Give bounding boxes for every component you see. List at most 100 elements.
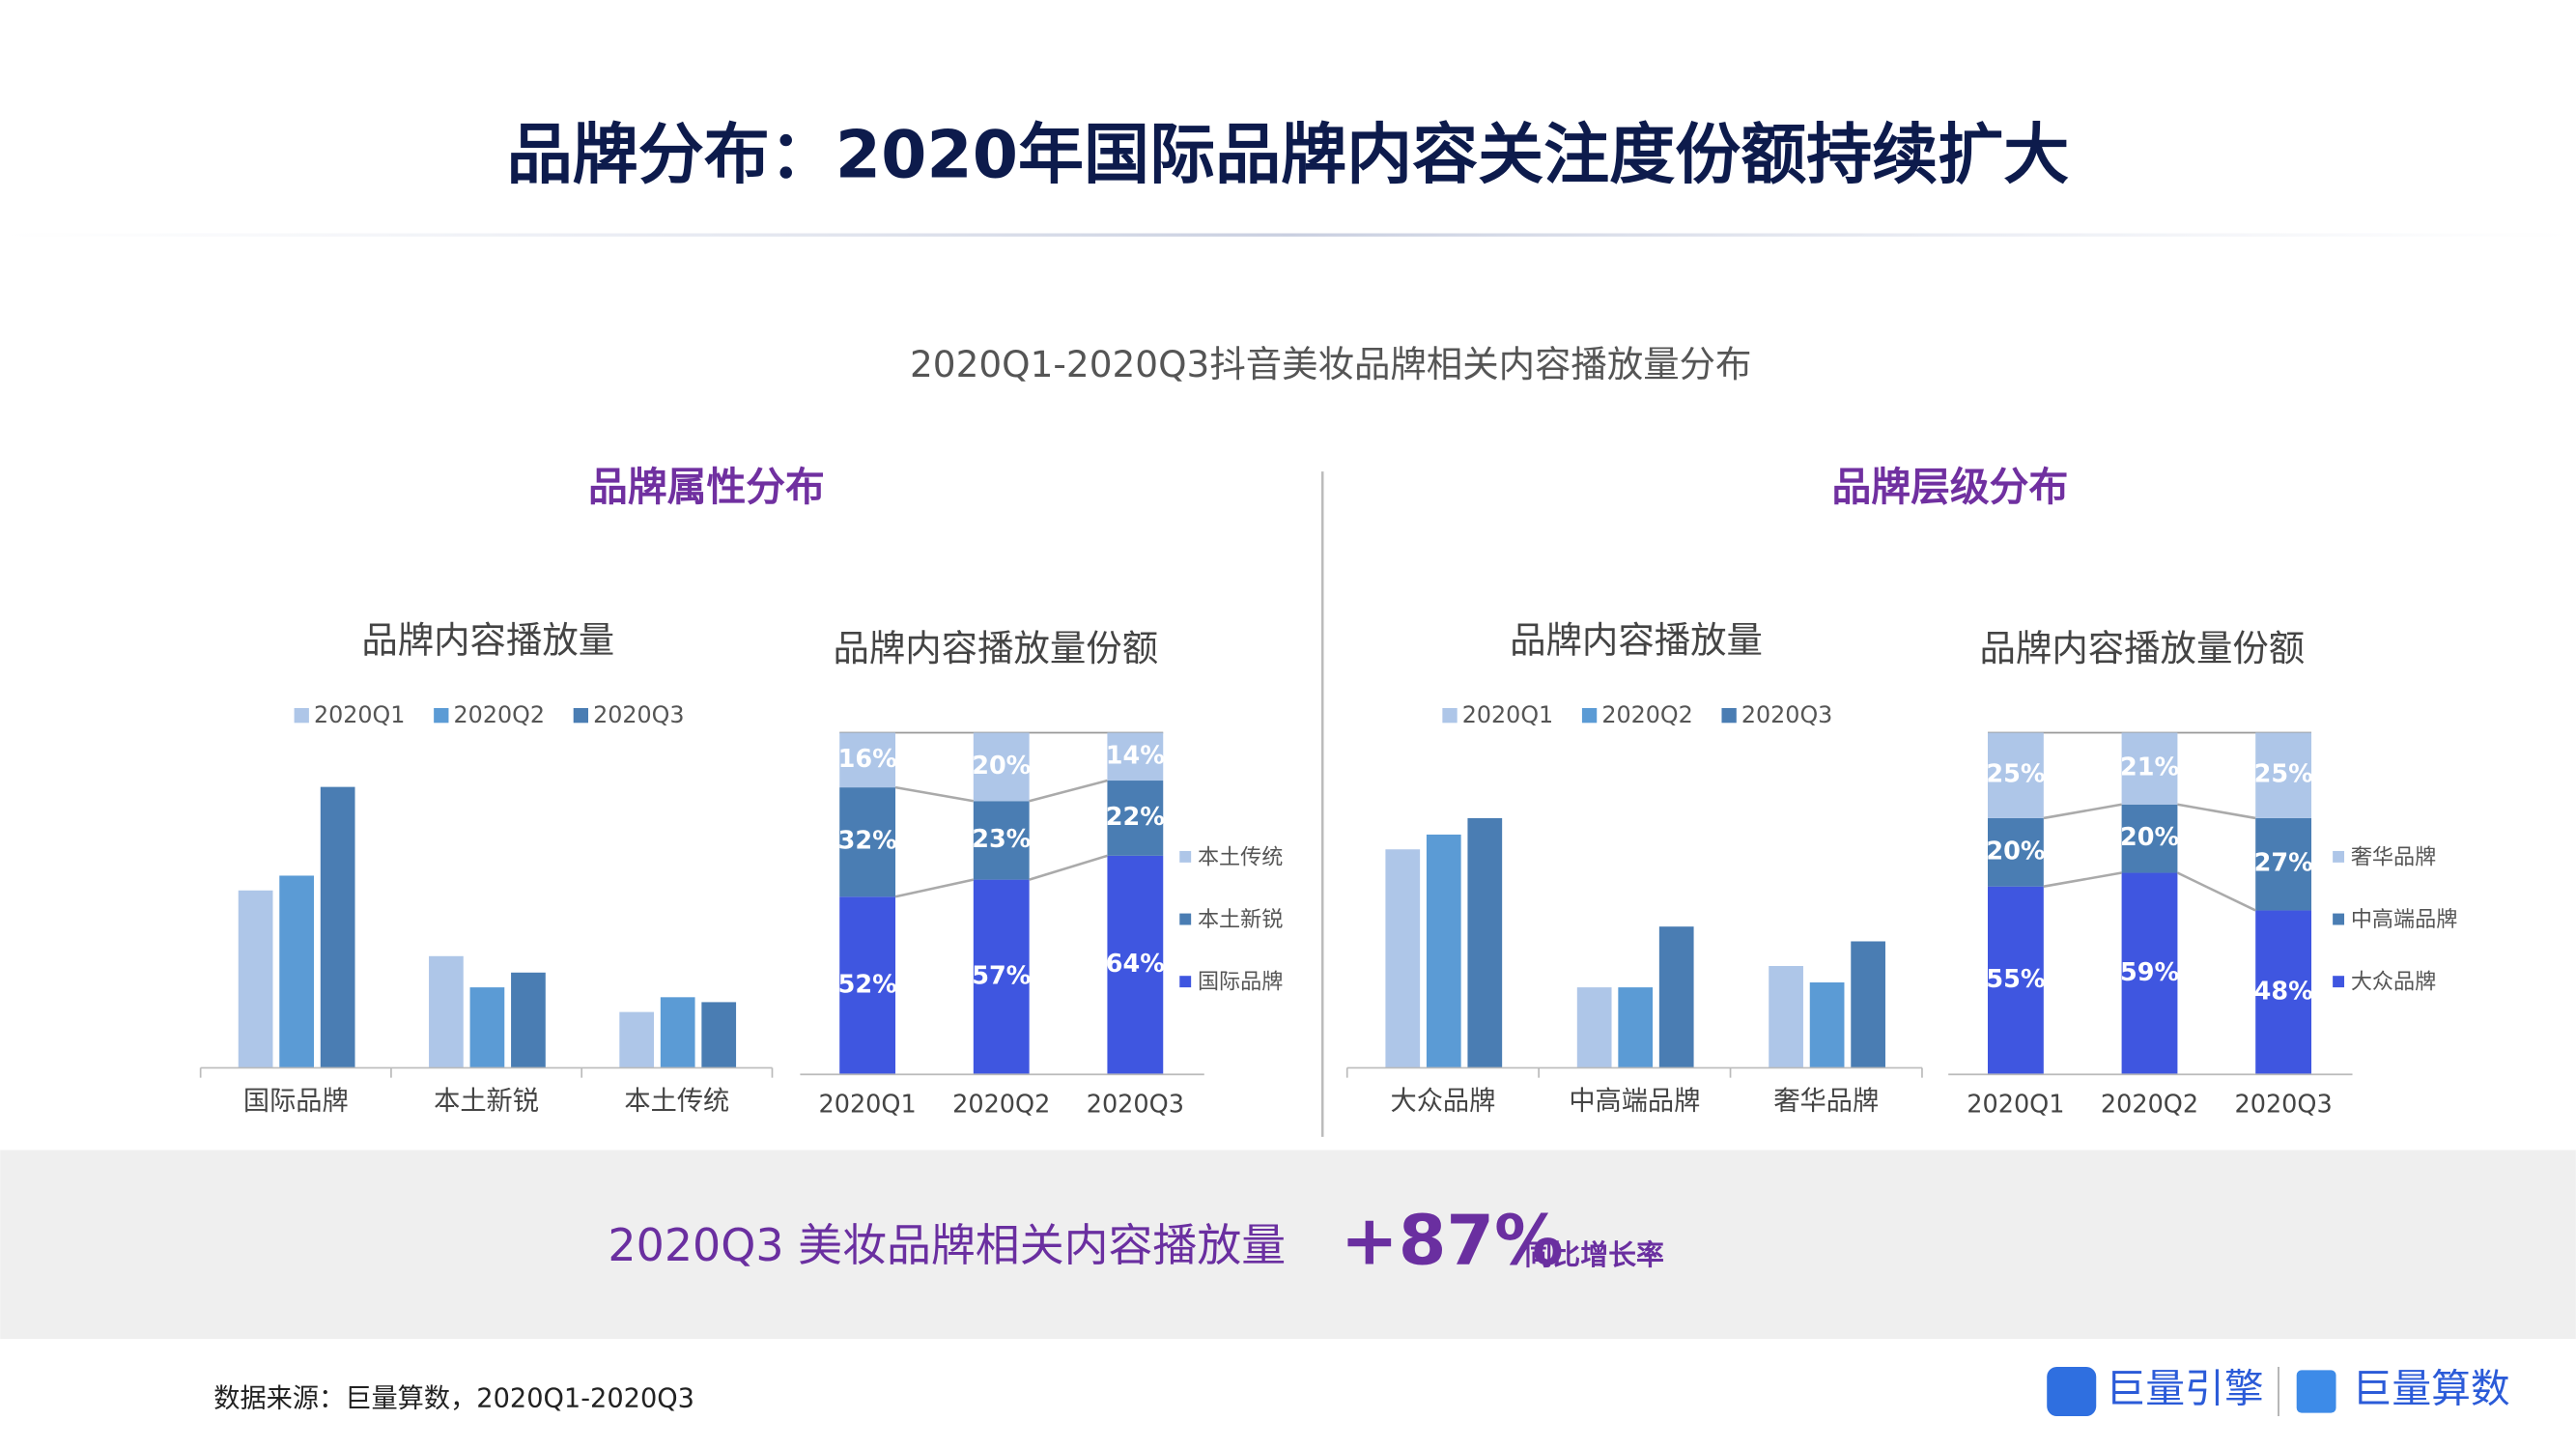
- bar: [619, 1011, 655, 1068]
- chart-title: 品牌内容播放量份额: [1980, 627, 2306, 669]
- connector: [2176, 871, 2256, 912]
- connector: [894, 785, 975, 803]
- data-label: 25%: [1986, 760, 2045, 789]
- bar: [469, 987, 505, 1068]
- bar-segment: [1107, 732, 1164, 781]
- data-label: 25%: [2254, 760, 2313, 789]
- chart-title: 品牌内容播放量份额: [833, 627, 1158, 669]
- x-tick-label: 奢华品牌: [1773, 1087, 1879, 1117]
- bar-segment: [973, 801, 1030, 880]
- bar: [1467, 817, 1503, 1068]
- bar-segment: [1987, 817, 2044, 887]
- data-label: 57%: [972, 961, 1031, 990]
- bar-segment: [839, 732, 896, 788]
- legend-swatch: [1442, 707, 1458, 724]
- bar-segment: [839, 787, 896, 897]
- x-tick-label: 2020Q3: [1087, 1091, 1184, 1120]
- data-label: 27%: [2254, 849, 2313, 878]
- bar: [1658, 926, 1694, 1068]
- bar: [1576, 987, 1612, 1068]
- bar: [1385, 849, 1421, 1068]
- connector: [2043, 803, 2122, 820]
- data-label: 55%: [1986, 965, 2045, 994]
- bar-segment: [973, 732, 1030, 802]
- legend-swatch: [1581, 707, 1598, 724]
- section-title: 品牌属性分布: [588, 464, 825, 510]
- legend-swatch: [1179, 976, 1192, 988]
- legend-label: 中高端品牌: [2351, 907, 2457, 932]
- legend-swatch: [1179, 850, 1192, 863]
- data-label: 48%: [2254, 977, 2313, 1006]
- x-tick-label: 2020Q2: [952, 1091, 1050, 1120]
- x-tick-label: 本土新锐: [434, 1087, 539, 1117]
- logo-icon: [2296, 1370, 2336, 1413]
- legend-swatch: [434, 707, 449, 724]
- data-label: 20%: [972, 752, 1031, 781]
- bar: [660, 997, 695, 1068]
- source-note: 数据来源：巨量算数，2020Q1-2020Q3: [213, 1383, 694, 1413]
- data-label: 32%: [838, 827, 897, 856]
- page-title: 品牌分布：2020年国际品牌内容关注度份额持续扩大: [507, 118, 2070, 194]
- legend-label: 2020Q3: [1741, 701, 1832, 728]
- data-label: 23%: [972, 825, 1031, 854]
- x-tick-label: 2020Q1: [819, 1091, 917, 1120]
- legend-label: 国际品牌: [1198, 970, 1283, 995]
- bar-segment: [2121, 804, 2178, 873]
- x-tick-label: 中高端品牌: [1569, 1087, 1700, 1117]
- data-label: 21%: [2120, 753, 2179, 782]
- legend-label: 奢华品牌: [2351, 844, 2436, 869]
- bar-segment: [2255, 732, 2312, 818]
- highlight-band: [0, 1150, 2576, 1340]
- section-title: 品牌层级分布: [1831, 464, 2068, 510]
- title-rule: [0, 233, 2576, 237]
- bar-segment: [973, 879, 1030, 1075]
- data-label: 59%: [2120, 958, 2179, 987]
- bar-segment: [2121, 732, 2178, 805]
- legend-swatch: [1721, 707, 1737, 724]
- legend-label: 本土传统: [1198, 844, 1283, 869]
- bar-segment: [839, 896, 896, 1075]
- bar-segment: [2255, 817, 2312, 911]
- bar-segment: [2255, 910, 2312, 1075]
- x-tick-label: 2020Q2: [2101, 1091, 2198, 1120]
- bar: [279, 875, 314, 1068]
- legend-swatch: [294, 707, 309, 724]
- bar: [1809, 982, 1845, 1068]
- highlight-note: 同比增长率: [1524, 1238, 1664, 1271]
- data-label: 16%: [838, 745, 897, 774]
- connector: [2177, 803, 2256, 820]
- logo-text: 巨量引擎: [2106, 1365, 2263, 1411]
- bar-segment: [1987, 886, 2044, 1075]
- x-tick-label: 本土传统: [624, 1087, 729, 1117]
- legend-swatch: [2333, 850, 2345, 863]
- data-label: 20%: [2120, 823, 2179, 852]
- subtitle: 2020Q1-2020Q3抖音美妆品牌相关内容播放量分布: [910, 343, 1751, 385]
- legend-label: 2020Q2: [454, 701, 545, 728]
- legend-label: 大众品牌: [2351, 970, 2436, 995]
- bar: [1618, 987, 1654, 1068]
- bar-segment: [1987, 732, 2044, 818]
- bar: [429, 955, 464, 1068]
- legend-label: 本土新锐: [1198, 907, 1283, 932]
- bar: [1769, 966, 1803, 1068]
- connector: [1029, 854, 1108, 881]
- bar: [511, 972, 546, 1068]
- legend-swatch: [1179, 913, 1192, 925]
- bar: [238, 890, 273, 1068]
- legend-label: 2020Q2: [1601, 701, 1692, 728]
- x-tick-label: 2020Q3: [2235, 1091, 2333, 1120]
- data-label: 22%: [1106, 803, 1165, 832]
- connector: [1029, 779, 1108, 803]
- chart-title: 品牌内容播放量: [1510, 618, 1763, 661]
- legend-swatch: [573, 707, 589, 724]
- x-tick-label: 大众品牌: [1391, 1087, 1496, 1117]
- data-label: 14%: [1106, 741, 1165, 770]
- bar: [320, 786, 355, 1068]
- logo-text: 巨量算数: [2353, 1365, 2510, 1411]
- data-label: 52%: [838, 970, 897, 999]
- legend-label: 2020Q1: [1462, 701, 1553, 728]
- data-label: 20%: [1986, 837, 2045, 866]
- connector: [2043, 871, 2122, 888]
- chart-title: 品牌内容播放量: [361, 618, 614, 661]
